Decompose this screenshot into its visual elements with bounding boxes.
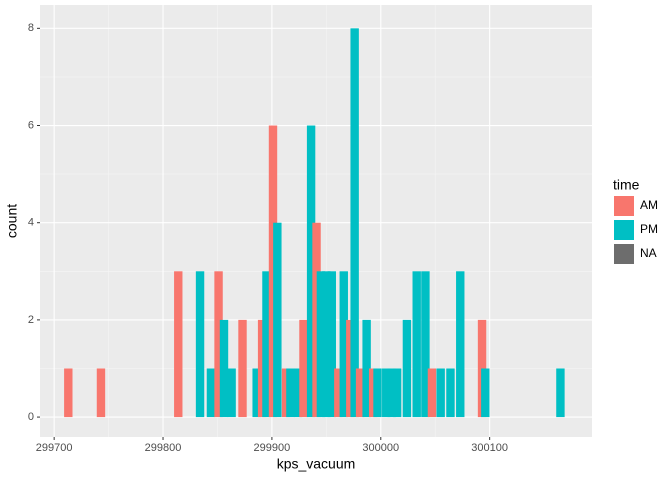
bar [427, 368, 437, 418]
bar [273, 222, 282, 418]
bar [346, 319, 355, 418]
bar [334, 368, 343, 418]
bar [238, 319, 247, 418]
bar [252, 368, 261, 418]
y-tick-label: 4 [28, 217, 34, 229]
bar [477, 319, 487, 418]
bar [362, 319, 371, 418]
bar [456, 271, 465, 418]
y-tick-label: 0 [28, 411, 34, 423]
bar [214, 271, 223, 418]
bar [299, 319, 308, 418]
bar [556, 368, 565, 418]
bar [96, 368, 106, 418]
x-tick-label: 299800 [145, 442, 182, 454]
bar [421, 271, 430, 418]
bar [339, 271, 348, 418]
bar [268, 125, 278, 418]
bar [446, 368, 455, 418]
x-tick-label: 299700 [36, 442, 73, 454]
bar [322, 271, 331, 418]
legend-key [614, 196, 634, 216]
bar [481, 368, 490, 418]
legend-label: AM [640, 198, 658, 212]
y-tick-label: 6 [28, 119, 34, 131]
legend-title: time [613, 177, 640, 193]
legend-key [614, 220, 634, 240]
bar [262, 271, 271, 418]
bar [316, 271, 326, 418]
legend-label: PM [640, 222, 658, 236]
bar [306, 125, 316, 418]
bar [206, 368, 216, 418]
bar [382, 368, 391, 418]
x-tick-label: 299900 [254, 442, 291, 454]
bar [227, 368, 236, 418]
bar [195, 271, 205, 418]
legend-label: NA [640, 246, 657, 260]
bar [350, 28, 359, 418]
bar [257, 319, 267, 418]
x-tick-label: 300100 [471, 442, 508, 454]
bar [387, 368, 396, 418]
bar [64, 368, 73, 418]
bar [293, 368, 303, 418]
bar [327, 271, 336, 418]
y-tick-label: 8 [28, 22, 34, 34]
bar [412, 271, 421, 418]
bar [368, 368, 378, 418]
bar [373, 368, 382, 418]
bar [312, 222, 321, 418]
bar [392, 368, 402, 418]
bar [281, 368, 291, 418]
bar [355, 368, 365, 418]
legend-key [614, 244, 634, 264]
y-tick-label: 2 [28, 314, 34, 326]
bar [174, 271, 183, 418]
bar [286, 368, 295, 418]
bar [219, 319, 229, 418]
y-axis-title: count [4, 204, 20, 238]
bar [436, 368, 445, 418]
x-tick-label: 300000 [362, 442, 399, 454]
bar [402, 319, 412, 418]
x-axis-title: kps_vacuum [277, 456, 356, 472]
